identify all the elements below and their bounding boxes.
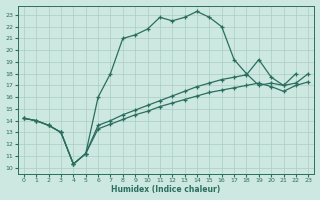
X-axis label: Humidex (Indice chaleur): Humidex (Indice chaleur) — [111, 185, 221, 194]
